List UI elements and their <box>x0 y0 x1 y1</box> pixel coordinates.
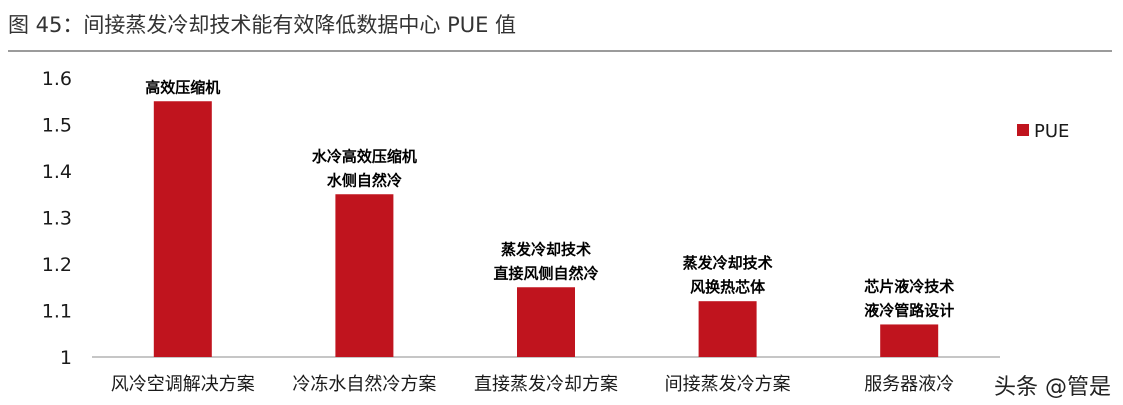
x-axis-categories: 风冷空调解决方案 冷冻水自然冷方案 直接蒸发冷却方案 间接蒸发冷方案 服务器液冷 <box>111 374 954 395</box>
y-tick-label: 1.2 <box>42 254 72 276</box>
bar-annotation: 蒸发冷却技术 <box>501 240 591 258</box>
y-tick-label: 1 <box>60 347 72 369</box>
bar-2 <box>335 194 394 357</box>
x-category-label: 服务器液冷 <box>864 374 954 395</box>
y-tick-label: 1.5 <box>42 115 72 137</box>
bar-annotation: 高效压缩机 <box>145 78 220 96</box>
y-tick-label: 1.4 <box>42 161 72 183</box>
bar-annotation: 水侧自然冷 <box>327 171 402 189</box>
bar-3 <box>517 287 575 357</box>
bar-annotation: 直接风侧自然冷 <box>493 264 598 282</box>
legend-label: PUE <box>1034 121 1069 142</box>
legend-swatch <box>1017 124 1029 136</box>
y-tick-label: 1.1 <box>42 301 72 323</box>
bar-annotation: 芯片液冷技术 <box>864 277 954 295</box>
x-category-label: 冷冻水自然冷方案 <box>292 374 436 395</box>
watermark-text: 头条 @管是 <box>990 369 1115 401</box>
y-tick-label: 1.6 <box>42 68 72 90</box>
y-tick-label: 1.3 <box>42 208 72 230</box>
bar-4 <box>698 301 757 357</box>
bars <box>153 101 939 357</box>
legend: PUE <box>1017 121 1069 142</box>
bar-5 <box>880 324 939 357</box>
bar-1 <box>153 101 212 357</box>
bar-annotation: 液冷管路设计 <box>864 301 954 319</box>
y-axis-ticks: 1 1.1 1.2 1.3 1.4 1.5 1.6 <box>42 68 72 369</box>
title-divider <box>8 50 1112 52</box>
bar-annotation: 风换热芯体 <box>690 278 766 296</box>
bar-annotations: 高效压缩机水冷高效压缩机水侧自然冷蒸发冷却技术直接风侧自然冷蒸发冷却技术风换热芯… <box>145 78 954 319</box>
x-category-label: 风冷空调解决方案 <box>111 374 255 395</box>
x-category-label: 直接蒸发冷却方案 <box>474 374 618 395</box>
bar-annotation: 水冷高效压缩机 <box>312 147 417 165</box>
figure-title: 图 45：间接蒸发冷却技术能有效降低数据中心 PUE 值 <box>8 13 517 37</box>
bar-annotation: 蒸发冷却技术 <box>683 254 773 272</box>
x-category-label: 间接蒸发冷方案 <box>665 374 791 395</box>
